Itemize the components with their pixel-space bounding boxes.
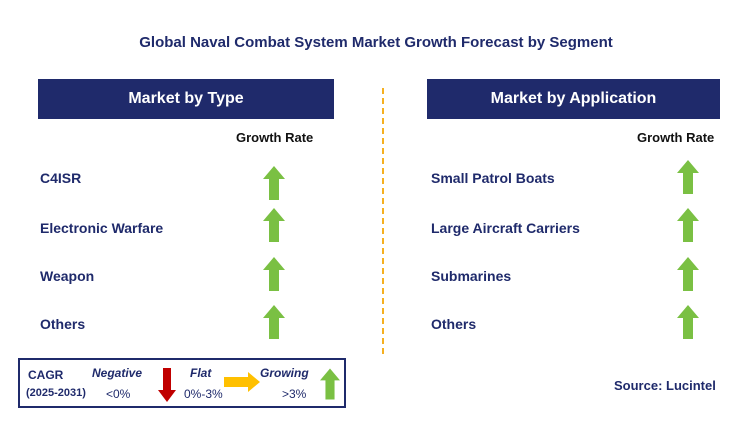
legend-negative-label: Negative bbox=[92, 366, 143, 380]
legend-growing-range: >3% bbox=[282, 387, 307, 401]
application-growth-rate-label: Growth Rate bbox=[637, 130, 715, 145]
legend-flat-label: Flat bbox=[190, 366, 212, 380]
type-row-label: Electronic Warfare bbox=[40, 220, 164, 236]
type-row-label: Weapon bbox=[40, 268, 95, 284]
green-up-arrow-icon bbox=[263, 208, 285, 242]
legend-flat-range: 0%-3% bbox=[184, 387, 223, 401]
red-down-arrow-icon bbox=[158, 368, 176, 402]
application-row-label: Large Aircraft Carriers bbox=[431, 220, 580, 236]
green-up-arrow-icon bbox=[320, 368, 340, 400]
legend-growing-label: Growing bbox=[260, 366, 309, 380]
type-row-label: Others bbox=[40, 316, 86, 332]
green-up-arrow-icon bbox=[677, 305, 699, 339]
green-up-arrow-icon bbox=[263, 257, 285, 291]
legend-period-label: (2025-2031) bbox=[26, 387, 86, 399]
type-growth-rate-label: Growth Rate bbox=[236, 130, 314, 145]
green-up-arrow-icon bbox=[263, 166, 285, 200]
legend-cagr-label: CAGR bbox=[28, 368, 64, 382]
panel-divider bbox=[382, 88, 384, 354]
application-panel-header: Market by Application bbox=[427, 79, 720, 119]
cagr-legend: CAGR (2025-2031) Negative <0% Flat 0%-3%… bbox=[18, 358, 346, 408]
yellow-right-arrow-icon bbox=[224, 372, 260, 392]
chart-title: Global Naval Combat System Market Growth… bbox=[139, 34, 613, 51]
type-panel-header: Market by Type bbox=[38, 79, 334, 119]
source-label: Source: Lucintel bbox=[614, 378, 716, 393]
legend-negative-range: <0% bbox=[106, 387, 131, 401]
application-row-label: Small Patrol Boats bbox=[431, 170, 555, 186]
green-up-arrow-icon bbox=[263, 305, 285, 339]
green-up-arrow-icon bbox=[677, 257, 699, 291]
type-row-label: C4ISR bbox=[40, 170, 82, 186]
green-up-arrow-icon bbox=[677, 160, 699, 194]
green-up-arrow-icon bbox=[677, 208, 699, 242]
application-row-label: Submarines bbox=[431, 268, 512, 284]
application-row-label: Others bbox=[431, 316, 477, 332]
